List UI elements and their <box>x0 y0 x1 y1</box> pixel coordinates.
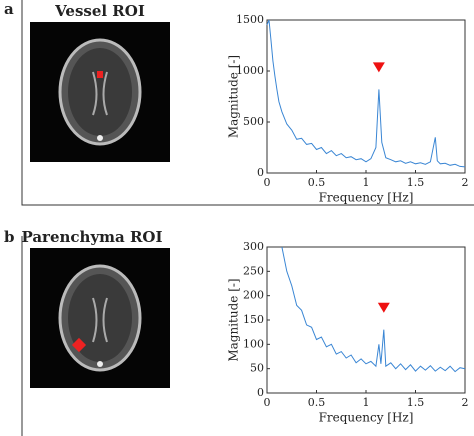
y-tick-label: 200 <box>243 289 264 302</box>
y-axis-label: Magnitude [-] <box>227 278 241 361</box>
peak-marker <box>372 62 385 73</box>
x-tick-label: 1.5 <box>407 176 425 189</box>
y-tick-label: 250 <box>243 264 264 277</box>
y-tick-label: 100 <box>243 337 264 350</box>
x-axis-label: Frequency [Hz] <box>319 191 414 205</box>
panel-label: a <box>4 0 14 18</box>
peak-marker <box>377 302 390 313</box>
spectrum-line <box>266 19 466 168</box>
y-tick-label: 0 <box>257 166 264 179</box>
panel-label: b <box>4 228 15 246</box>
x-tick-label: 1 <box>363 396 370 409</box>
x-tick-label: 1.5 <box>407 396 425 409</box>
roi-title: Vessel ROI <box>54 2 145 20</box>
roi-marker <box>97 71 103 78</box>
y-axis-label: Magnitude [-] <box>227 55 241 138</box>
y-tick-label: 1500 <box>236 13 264 26</box>
mri-image <box>30 22 170 162</box>
plot-area <box>266 246 466 394</box>
x-tick-label: 2 <box>462 176 469 189</box>
roi-title: Parenchyma ROI <box>21 228 162 246</box>
y-tick-label: 500 <box>243 115 264 128</box>
x-tick-label: 0 <box>264 176 271 189</box>
x-axis-label: Frequency [Hz] <box>319 411 414 425</box>
y-tick-label: 300 <box>243 240 264 253</box>
mri-image <box>30 248 170 388</box>
y-tick-label: 1000 <box>236 64 264 77</box>
plot-area <box>266 19 466 174</box>
x-tick-label: 0 <box>264 396 271 409</box>
x-tick-label: 1 <box>363 176 370 189</box>
panel-frame <box>21 0 474 206</box>
y-tick-label: 0 <box>257 386 264 399</box>
spectrum-line <box>281 246 466 373</box>
x-tick-label: 0.5 <box>308 176 326 189</box>
y-tick-label: 50 <box>250 362 264 375</box>
x-tick-label: 0.5 <box>308 396 326 409</box>
y-tick-label: 150 <box>243 313 264 326</box>
x-tick-label: 2 <box>462 396 469 409</box>
roi-marker <box>71 337 87 353</box>
